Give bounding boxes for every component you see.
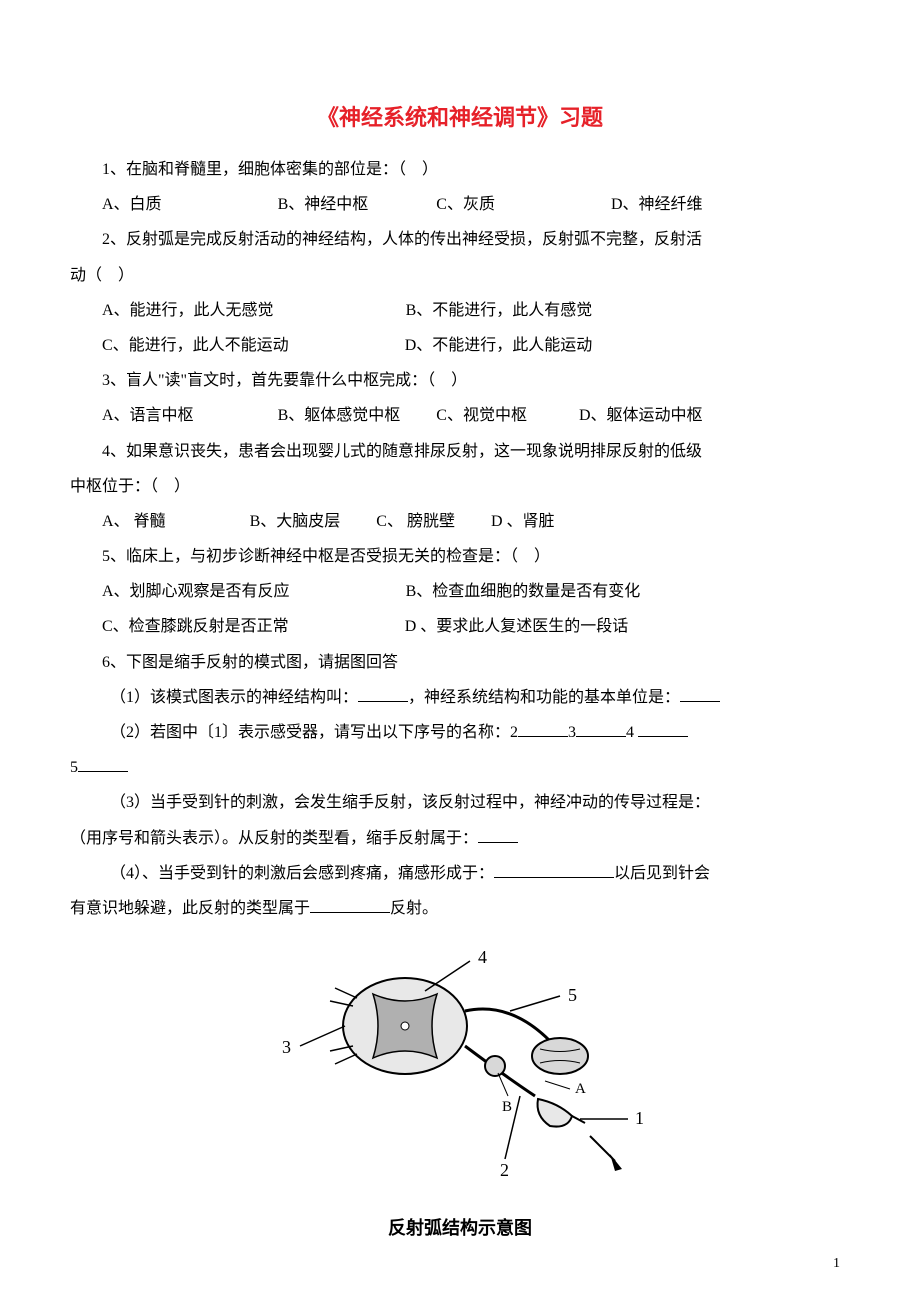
q2-optA: A、能进行，此人无感觉 bbox=[102, 302, 274, 319]
diagram-label-B: B bbox=[502, 1099, 512, 1115]
blank bbox=[310, 897, 390, 913]
q6-sub4-p2: 以后见到针会 bbox=[614, 865, 710, 882]
page-number: 1 bbox=[833, 1256, 840, 1272]
q3-text: 3、盲人"读"盲文时，首先要靠什么中枢完成：（ ） bbox=[70, 363, 850, 398]
q5-options-cd: C、检查膝跳反射是否正常 D 、要求此人复述医生的一段话 bbox=[70, 609, 850, 644]
q3-optB: B、躯体感觉中枢 bbox=[278, 407, 401, 424]
q4-text2: 中枢位于：（ ） bbox=[70, 469, 850, 504]
q6-text: 6、下图是缩手反射的模式图，请据图回答 bbox=[70, 645, 850, 680]
blank bbox=[494, 862, 614, 878]
q4-optB: B、大脑皮层 bbox=[250, 513, 341, 530]
q6-sub2-n5: 5 bbox=[70, 759, 78, 776]
q6-sub4: （4）、当手受到针的刺激后会感到疼痛，痛感形成于： 以后见到针会 bbox=[70, 856, 850, 891]
blank bbox=[358, 686, 408, 702]
q2-options-ab: A、能进行，此人无感觉 B、不能进行，此人有感觉 bbox=[70, 293, 850, 328]
q2-optC: C、能进行，此人不能运动 bbox=[102, 337, 289, 354]
q4-optC: C、 膀胱壁 bbox=[376, 513, 455, 530]
q6-sub2-line2: 5 bbox=[70, 750, 850, 785]
q6-sub1-p1: （1）该模式图表示的神经结构叫： bbox=[110, 689, 358, 706]
q3-options: A、语言中枢 B、躯体感觉中枢 C、视觉中枢 D、躯体运动中枢 bbox=[70, 398, 850, 433]
q5-optC: C、检查膝跳反射是否正常 bbox=[102, 618, 289, 635]
q2-text: 2、反射弧是完成反射活动的神经结构，人体的传出神经受损，反射弧不完整，反射活 bbox=[70, 222, 850, 257]
q6-sub3-p1: （3）当手受到针的刺激，会发生缩手反射，该反射过程中，神经冲动的传导过程是： bbox=[110, 794, 710, 811]
q6-sub2-p1: （2）若图中〔1〕表示感受器，请写出以下序号的名称：2 bbox=[110, 724, 518, 741]
q2-text2: 动（ ） bbox=[70, 258, 850, 293]
q1-optB: B、神经中枢 bbox=[278, 196, 369, 213]
blank bbox=[680, 686, 720, 702]
diagram-label-A: A bbox=[575, 1081, 586, 1097]
q6-sub3: （3）当手受到针的刺激，会发生缩手反射，该反射过程中，神经冲动的传导过程是： bbox=[70, 785, 850, 820]
diagram-container: 4 5 A B 1 2 bbox=[70, 941, 850, 1240]
diagram-label-1: 1 bbox=[635, 1108, 644, 1128]
blank bbox=[518, 721, 568, 737]
q6-sub4-line2: 有意识地躲避，此反射的类型属于 反射。 bbox=[70, 891, 850, 926]
blank bbox=[478, 827, 518, 843]
q3-optD: D、躯体运动中枢 bbox=[579, 407, 703, 424]
q2-optB: B、不能进行，此人有感觉 bbox=[406, 302, 593, 319]
diagram-label-5: 5 bbox=[568, 985, 577, 1005]
q6-sub4-p4: 反射。 bbox=[390, 900, 438, 917]
q1-optA: A、白质 bbox=[102, 196, 162, 213]
q4-options: A、 脊髓 B、大脑皮层 C、 膀胱壁 D 、肾脏 bbox=[70, 504, 850, 539]
q3-optA: A、语言中枢 bbox=[102, 407, 194, 424]
q5-optD: D 、要求此人复述医生的一段话 bbox=[405, 618, 629, 635]
q6-sub1: （1）该模式图表示的神经结构叫： ，神经系统结构和功能的基本单位是： bbox=[70, 680, 850, 715]
q4-optD: D 、肾脏 bbox=[491, 513, 555, 530]
title: 《神经系统和神经调节》习题 bbox=[70, 100, 850, 132]
q4-optA: A、 脊髓 bbox=[102, 513, 166, 530]
q4-text: 4、如果意识丧失，患者会出现婴儿式的随意排尿反射，这一现象说明排尿反射的低级 bbox=[70, 434, 850, 469]
reflex-arc-diagram: 4 5 A B 1 2 bbox=[250, 941, 670, 1201]
diagram-caption: 反射弧结构示意图 bbox=[70, 1214, 850, 1240]
q3-optC: C、视觉中枢 bbox=[436, 407, 527, 424]
q1-options: A、白质 B、神经中枢 C、灰质 D、神经纤维 bbox=[70, 187, 850, 222]
q5-optB: B、检查血细胞的数量是否有变化 bbox=[406, 583, 641, 600]
blank bbox=[78, 756, 128, 772]
diagram-label-3: 3 bbox=[282, 1037, 291, 1057]
q5-options-ab: A、划脚心观察是否有反应 B、检查血细胞的数量是否有变化 bbox=[70, 574, 850, 609]
q6-sub4-p3: 有意识地躲避，此反射的类型属于 bbox=[70, 900, 310, 917]
q5-optA: A、划脚心观察是否有反应 bbox=[102, 583, 290, 600]
q6-sub4-p1: （4）、当手受到针的刺激后会感到疼痛，痛感形成于： bbox=[110, 865, 494, 882]
q2-options-cd: C、能进行，此人不能运动 D、不能进行，此人能运动 bbox=[70, 328, 850, 363]
diagram-label-4: 4 bbox=[478, 947, 487, 967]
q2-optD: D、不能进行，此人能运动 bbox=[405, 337, 593, 354]
q6-sub3-line2: （用序号和箭头表示）。从反射的类型看，缩手反射属于： bbox=[70, 821, 850, 856]
q6-sub2: （2）若图中〔1〕表示感受器，请写出以下序号的名称：2 3 4 bbox=[70, 715, 850, 750]
q1-optD: D、神经纤维 bbox=[611, 196, 703, 213]
diagram-label-2: 2 bbox=[500, 1160, 509, 1180]
q6-sub3-p2: （用序号和箭头表示）。从反射的类型看，缩手反射属于： bbox=[70, 830, 478, 847]
q5-text: 5、临床上，与初步诊断神经中枢是否受损无关的检查是：（ ） bbox=[70, 539, 850, 574]
q1-optC: C、灰质 bbox=[436, 196, 495, 213]
q6-sub1-p2: ，神经系统结构和功能的基本单位是： bbox=[408, 689, 680, 706]
q6-sub2-n4: 4 bbox=[626, 724, 634, 741]
q1-text: 1、在脑和脊髓里，细胞体密集的部位是：（ ） bbox=[70, 152, 850, 187]
blank bbox=[576, 721, 626, 737]
q6-sub2-n3: 3 bbox=[568, 724, 576, 741]
blank bbox=[638, 721, 688, 737]
